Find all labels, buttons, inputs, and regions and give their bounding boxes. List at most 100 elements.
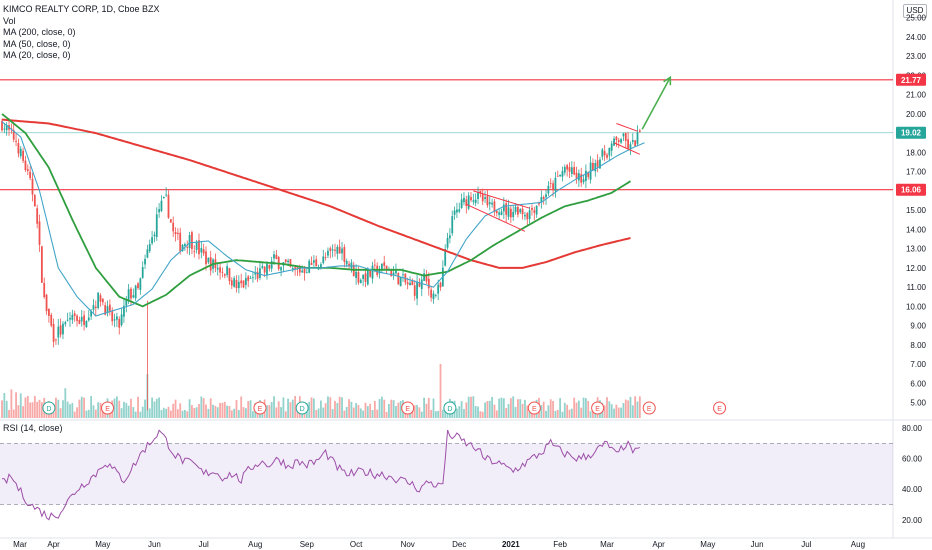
volume-bar xyxy=(17,405,20,418)
legend-symbol[interactable]: KIMCO REALTY CORP, 1D, Cboe BZX xyxy=(3,4,160,14)
candle-body xyxy=(221,271,224,273)
volume-bar xyxy=(552,401,554,418)
volume-bar xyxy=(90,396,93,418)
volume-bar xyxy=(113,398,116,418)
volume-bar xyxy=(343,410,346,418)
volume-bar xyxy=(212,404,214,418)
volume-bar xyxy=(139,411,142,418)
candle-body xyxy=(226,266,229,275)
volume-bar xyxy=(371,409,374,418)
volume-bar xyxy=(214,405,217,418)
candle-body xyxy=(573,167,576,175)
volume-bar xyxy=(26,395,29,418)
volume-bar xyxy=(495,410,498,418)
candle-body xyxy=(434,295,437,296)
candle-body xyxy=(606,154,608,158)
event-marker-label: E xyxy=(717,406,722,413)
candle-body xyxy=(547,185,550,194)
volume-bar xyxy=(491,396,494,418)
event-marker-label: E xyxy=(258,406,263,413)
candle-body xyxy=(29,171,32,179)
candle-body xyxy=(366,269,369,285)
candle-body xyxy=(517,206,519,215)
legend-volume[interactable]: Vol xyxy=(3,15,16,26)
volume-bar xyxy=(317,408,320,418)
volume-bar xyxy=(568,409,571,418)
candle-body xyxy=(521,208,524,215)
candle-body xyxy=(174,231,177,235)
candle-body xyxy=(249,278,252,279)
volume-bar xyxy=(514,406,517,418)
legend-ma20[interactable]: MA (20, close, 0) xyxy=(3,50,71,60)
candle-body xyxy=(559,174,562,177)
candle-body xyxy=(472,200,475,202)
candle-body xyxy=(191,232,193,250)
candle-body xyxy=(509,208,512,218)
candle-body xyxy=(526,213,529,220)
currency-badge[interactable]: USD xyxy=(903,4,927,18)
volume-bar xyxy=(634,396,637,418)
candle-body xyxy=(36,208,39,224)
candle-body xyxy=(535,205,538,215)
volume-bar xyxy=(587,400,590,418)
volume-bar xyxy=(200,396,203,418)
candle-body xyxy=(111,311,114,322)
candle-body xyxy=(603,151,606,156)
candle-body xyxy=(5,124,8,131)
volume-bar xyxy=(33,396,36,418)
candle-body xyxy=(99,295,102,302)
candle-body xyxy=(341,248,343,254)
price-tick-label: 21.00 xyxy=(906,91,927,100)
volume-bar xyxy=(266,405,268,418)
volume-bar xyxy=(484,402,486,418)
volume-bar xyxy=(437,410,440,418)
time-axis-label: Mar xyxy=(600,540,614,549)
candle-body xyxy=(298,267,301,273)
legend-ma200[interactable]: MA (200, close, 0) xyxy=(3,27,76,37)
candle-body xyxy=(362,274,365,279)
candle-body xyxy=(108,304,111,312)
candle-body xyxy=(280,267,282,271)
candle-body xyxy=(524,214,526,217)
candle-body xyxy=(596,160,599,167)
volume-bar xyxy=(167,406,170,418)
volume-bar xyxy=(247,401,250,418)
time-axis-label: May xyxy=(700,540,715,549)
volume-bar xyxy=(613,408,615,418)
candle-body xyxy=(322,256,325,264)
candle-body xyxy=(423,273,425,281)
candle-body xyxy=(146,249,149,258)
candle-body xyxy=(106,306,109,314)
candle-body xyxy=(40,246,43,283)
candle-body xyxy=(301,270,304,273)
volume-bar xyxy=(184,409,186,418)
candle-body xyxy=(418,283,421,287)
legend-ma50[interactable]: MA (50, close, 0) xyxy=(3,38,71,49)
volume-bar xyxy=(308,401,311,418)
price-tick-label: 23.00 xyxy=(906,52,927,61)
candle-body xyxy=(533,210,536,213)
volume-bar xyxy=(273,396,275,418)
volume-bar xyxy=(193,408,196,418)
candle-body xyxy=(181,244,184,252)
volume-bar xyxy=(181,410,184,418)
volume-bars xyxy=(1,364,641,418)
volume-bar xyxy=(617,407,620,418)
volume-bar xyxy=(94,409,97,418)
candle-body xyxy=(275,254,278,259)
candle-body xyxy=(631,139,634,142)
volume-bar xyxy=(19,393,22,418)
candle-body xyxy=(59,325,62,335)
candle-body xyxy=(186,246,189,248)
volume-bar xyxy=(524,399,526,418)
volume-bar xyxy=(608,401,611,418)
volume-bar xyxy=(134,411,137,418)
volume-bar xyxy=(242,407,245,418)
candle-body xyxy=(15,140,17,142)
candle-body xyxy=(458,209,461,212)
time-axis-label: Jul xyxy=(199,540,209,549)
candle-body xyxy=(402,274,404,276)
candle-body xyxy=(22,150,25,161)
candle-body xyxy=(247,276,250,281)
